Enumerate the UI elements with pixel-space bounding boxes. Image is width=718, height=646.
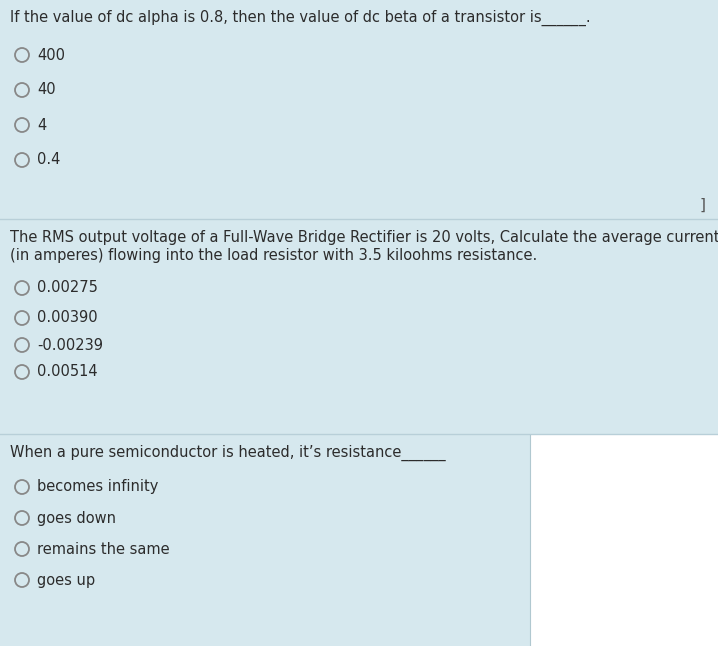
Text: If the value of dc alpha is 0.8, then the value of dc beta of a transistor is___: If the value of dc alpha is 0.8, then th… (10, 10, 591, 26)
FancyBboxPatch shape (0, 435, 530, 646)
Text: When a pure semiconductor is heated, it’s resistance______: When a pure semiconductor is heated, it’… (10, 445, 446, 461)
FancyBboxPatch shape (530, 435, 718, 646)
FancyBboxPatch shape (0, 0, 718, 218)
Text: becomes infinity: becomes infinity (37, 479, 159, 494)
Text: The RMS output voltage of a Full-Wave Bridge Rectifier is 20 volts, Calculate th: The RMS output voltage of a Full-Wave Br… (10, 230, 718, 245)
Text: goes down: goes down (37, 510, 116, 525)
Text: -0.00239: -0.00239 (37, 337, 103, 353)
Text: ]: ] (700, 198, 706, 213)
Text: (in amperes) flowing into the load resistor with 3.5 kiloohms resistance.: (in amperes) flowing into the load resis… (10, 248, 537, 263)
Text: 0.00390: 0.00390 (37, 311, 98, 326)
Text: 0.00275: 0.00275 (37, 280, 98, 295)
Text: goes up: goes up (37, 572, 95, 587)
FancyBboxPatch shape (0, 220, 718, 433)
Text: 0.4: 0.4 (37, 152, 60, 167)
Text: 4: 4 (37, 118, 46, 132)
Text: remains the same: remains the same (37, 541, 169, 556)
Text: 40: 40 (37, 83, 55, 98)
Text: 400: 400 (37, 48, 65, 63)
Text: 0.00514: 0.00514 (37, 364, 98, 379)
